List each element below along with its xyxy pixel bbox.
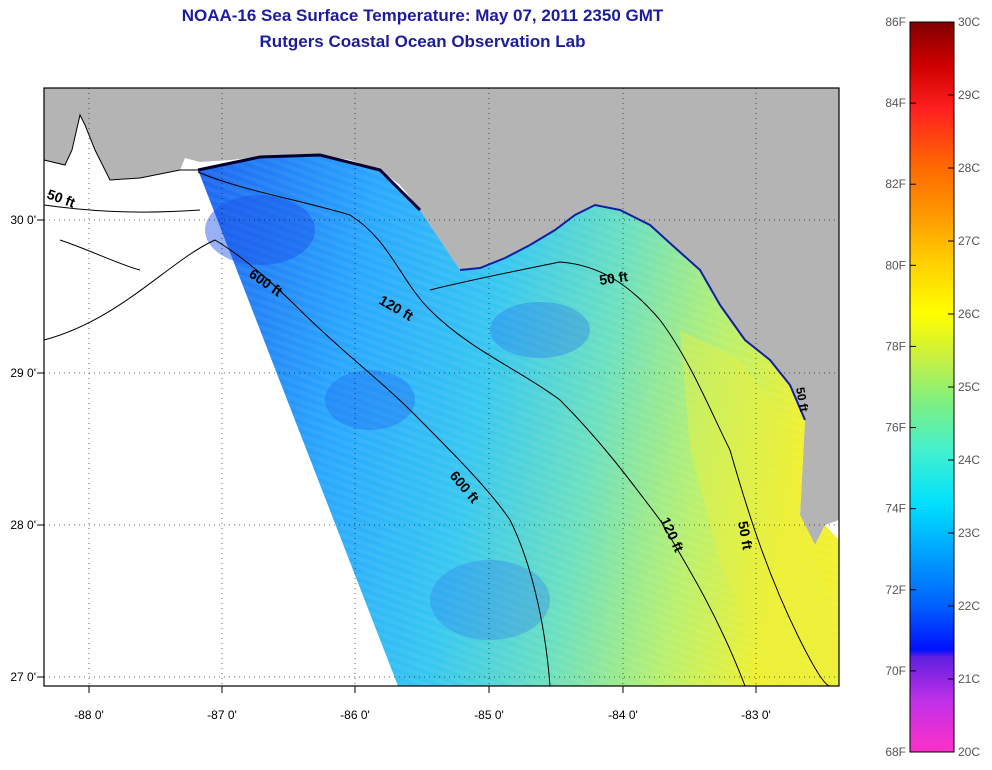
colorbar-c-label: 24C (958, 453, 980, 467)
colorbar-f-label: 74F (885, 502, 906, 516)
map-title: NOAA-16 Sea Surface Temperature: May 07,… (181, 6, 664, 25)
contour-label: 50 ft (735, 520, 756, 551)
colorbar-c-label: 20C (958, 745, 980, 759)
land (44, 88, 839, 545)
lat-label: 30 0' (10, 213, 36, 227)
lon-label: -86 0' (340, 708, 370, 722)
colorbar-f-label: 76F (885, 421, 906, 435)
colorbar-c-label: 21C (958, 672, 980, 686)
lon-label: -84 0' (608, 708, 638, 722)
colorbar-f-label: 68F (885, 745, 906, 759)
contour-label: 50 ft (598, 268, 629, 288)
colorbar-c-label: 22C (958, 599, 980, 613)
lat-label: 27 0' (10, 670, 36, 684)
colorbar-c-label: 25C (958, 380, 980, 394)
lon-label: -87 0' (207, 708, 237, 722)
colorbar-c-label: 27C (958, 234, 980, 248)
colorbar (909, 21, 955, 753)
colorbar-f-label: 70F (885, 664, 906, 678)
contour-label: 50 ft (793, 386, 811, 413)
lon-label: -83 0' (741, 708, 771, 722)
colorbar-f-label: 72F (885, 583, 906, 597)
colorbar-f-label: 86F (885, 15, 906, 29)
lat-label: 28 0' (10, 518, 36, 532)
colorbar-f-label: 78F (885, 339, 906, 353)
colorbar-c-label: 30C (958, 15, 980, 29)
contour-50ft (429, 261, 831, 687)
contour-120ft (197, 171, 746, 687)
colorbar-f-label: 84F (885, 96, 906, 110)
lat-label: 29 0' (10, 366, 36, 380)
contour-600ft (43, 239, 551, 687)
colorbar-f-label: 80F (885, 258, 906, 272)
colorbar-c-label: 29C (958, 88, 980, 102)
colorbar-f-label: 82F (885, 177, 906, 191)
colorbar-c-label: 28C (958, 161, 980, 175)
colorbar-c-label: 23C (958, 526, 980, 540)
map-subtitle: Rutgers Coastal Ocean Observation Lab (259, 32, 586, 51)
lon-label: -88 0' (74, 708, 104, 722)
lon-label: -85 0' (474, 708, 504, 722)
colorbar-c-label: 26C (958, 307, 980, 321)
